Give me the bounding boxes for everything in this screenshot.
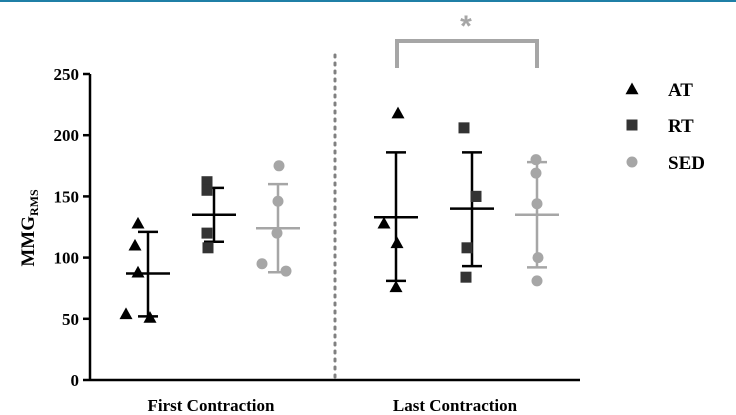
point-at-group1-3 [131,265,145,278]
point-rt-group1-1 [201,176,213,188]
y-tick-label-100: 100 [54,249,80,268]
point-at-group1-1 [131,216,145,229]
point-at-group1-2 [128,238,142,251]
chart-marks: * [119,10,559,323]
point-rt-group1-2 [201,184,213,196]
point-at-group2-1 [391,106,405,119]
legend-marker-at [625,82,639,95]
point-at-group1-5 [143,311,157,323]
y-axis-label: MMGRMS [18,189,41,267]
point-sed-group2-2 [530,167,542,179]
point-sed-group2-5 [531,275,543,287]
point-sed-group1-1 [273,160,285,172]
point-sed-group1-4 [256,258,268,270]
point-rt-group1-3 [201,227,213,239]
legend: AT RT SED [625,80,705,174]
point-sed-group2-1 [530,154,542,166]
point-sed-group2-3 [531,198,543,210]
point-at-group2-2 [377,216,391,229]
y-tick-label-200: 200 [54,126,80,145]
y-tick-label-0: 0 [71,371,80,390]
axes: 0 50 100 150 200 250 First Contraction Last Con… [54,53,580,415]
legend-marker-sed [626,156,638,168]
point-sed-group1-3 [271,227,283,239]
point-sed-group1-2 [272,195,284,207]
point-sed-group1-5 [280,265,292,277]
significance-star: * [460,10,472,43]
point-sed-group2-4 [532,252,544,264]
point-at-group2-4 [389,280,403,293]
y-tick-label-150: 150 [54,187,80,206]
x-category-label-1: First Contraction [147,396,275,415]
y-tick-label-250: 250 [54,65,80,84]
point-at-group1-4 [119,307,133,320]
significance-bracket [395,39,539,68]
y-tick-label-50: 50 [62,310,79,329]
legend-label-sed: SED [668,153,705,174]
point-rt-group1-4 [202,242,214,254]
legend-marker-rt [626,119,638,131]
x-category-label-2: Last Contraction [393,396,518,415]
top-rule [0,0,736,2]
point-at-group2-3 [390,236,404,249]
point-rt-group2-5 [460,271,472,283]
point-rt-group2-4 [461,242,473,254]
legend-label-at: AT [668,80,693,101]
point-rt-group2-1 [458,122,470,134]
legend-label-rt: RT [668,116,694,137]
point-rt-group2-3 [470,190,482,202]
